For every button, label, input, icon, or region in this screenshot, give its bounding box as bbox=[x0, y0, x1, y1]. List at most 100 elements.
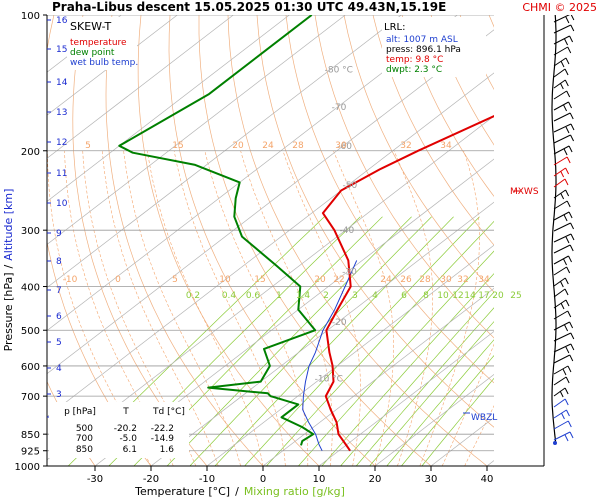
moist-adiabat-line bbox=[173, 150, 286, 466]
wind-barb-flag bbox=[562, 368, 567, 376]
wind-barb bbox=[553, 145, 570, 155]
wind-barb-flag bbox=[565, 57, 570, 65]
mixing-ratio-line bbox=[421, 377, 494, 466]
wind-barb bbox=[553, 178, 566, 188]
mixing-ratio-label: 1 bbox=[276, 291, 282, 301]
table-cell-pressure: 850 bbox=[76, 445, 93, 455]
moist-adiabat-label: 28 bbox=[292, 141, 304, 151]
isotherm-line bbox=[262, 287, 494, 466]
wind-barb-flag bbox=[569, 112, 574, 120]
wind-barb-flag bbox=[564, 38, 569, 46]
isotherm-line bbox=[47, 15, 346, 245]
wind-barb-flag bbox=[559, 82, 564, 90]
wind-barb bbox=[553, 343, 572, 353]
moist-adiabat-label: 34 bbox=[440, 141, 452, 151]
altitude-tick-label: 16 bbox=[56, 16, 68, 26]
isotherm-line bbox=[374, 374, 494, 466]
moist-adiabat-label: 34 bbox=[478, 275, 490, 285]
wind-barb bbox=[553, 332, 572, 342]
mixing-ratio-label: 8 bbox=[423, 291, 429, 301]
level-table: p [hPa] T Td [°C] 500 -20.2 -22.2 700 -5… bbox=[49, 402, 189, 458]
isotherm-line bbox=[47, 115, 494, 461]
altitude-tick-label: 15 bbox=[56, 45, 67, 55]
wind-barb-flag bbox=[567, 420, 572, 428]
pressure-tick-label: 600 bbox=[21, 362, 40, 373]
table-header-dewpoint: Td [°C] bbox=[152, 407, 185, 417]
wind-barb-flag bbox=[570, 343, 575, 351]
isotherm-label: -10 °C bbox=[315, 375, 343, 385]
wet-bulb-profile bbox=[302, 260, 358, 451]
x-axis-title-temperature: Temperature [°C] bbox=[134, 485, 230, 498]
wind-barb-flag bbox=[559, 280, 564, 288]
wind-barb-flag bbox=[564, 288, 569, 296]
wind-barb-flag bbox=[564, 79, 569, 87]
dry-adiabat-line bbox=[343, 15, 494, 293]
wind-barb-flag bbox=[567, 365, 572, 373]
altitude-tick-label: 6 bbox=[56, 312, 62, 322]
moist-adiabat-line bbox=[464, 405, 494, 466]
table-row: 500 -20.2 -22.2 bbox=[76, 424, 174, 434]
wind-barb-flag bbox=[563, 214, 568, 222]
wind-barb bbox=[553, 200, 568, 210]
mixing-ratio-label: 3 bbox=[352, 291, 358, 301]
surface-wind-marker bbox=[553, 441, 557, 445]
wind-barb bbox=[553, 156, 568, 166]
wind-barb-flag bbox=[565, 346, 570, 354]
pressure-tick-label: 700 bbox=[21, 392, 40, 403]
wind-barb-flag bbox=[564, 398, 569, 406]
wind-barb-flag bbox=[565, 189, 570, 197]
table-cell-dewpoint: -22.2 bbox=[151, 424, 174, 434]
moist-adiabat-label: 30 bbox=[335, 141, 347, 151]
isotherm-label: -50 bbox=[343, 181, 358, 191]
mixing-ratio-label: 2 bbox=[323, 291, 329, 301]
mixing-ratio-label: 25 bbox=[510, 291, 521, 301]
isotherm-label: -60 bbox=[337, 142, 352, 152]
wind-barb-flag bbox=[565, 126, 570, 134]
table-cell-temp: -20.2 bbox=[114, 424, 137, 434]
mixing-ratio-label: 0.2 bbox=[186, 291, 200, 301]
plot-labels: -80 °C-70-60-50-40-30-20-10 °C5 15 20 24 28 3… bbox=[63, 65, 522, 384]
isotherm-label: -20 bbox=[332, 318, 347, 328]
x-axis-title-mixing-ratio: Mixing ratio [g/kg] bbox=[244, 485, 345, 498]
isotherms bbox=[47, 15, 494, 466]
wind-barb-flag bbox=[569, 244, 574, 252]
table-cell-temp: 6.1 bbox=[123, 445, 137, 455]
isotherm-line bbox=[47, 72, 494, 418]
wind-barb-flag bbox=[559, 390, 564, 398]
moist-adiabat-label: 0 bbox=[115, 275, 121, 285]
isotherm-label: -30 bbox=[342, 267, 357, 277]
wind-barb-flag bbox=[566, 200, 571, 208]
temperature-tick-label: 10 bbox=[313, 474, 326, 485]
moist-adiabat-label: 32 bbox=[457, 275, 468, 285]
wind-barb bbox=[553, 244, 571, 254]
altitude-tick-label: 12 bbox=[56, 138, 67, 148]
pressure-tick-label: 200 bbox=[21, 147, 40, 158]
temperature-profile bbox=[321, 115, 494, 452]
temperature-tick-label: 0 bbox=[260, 474, 266, 485]
wind-barb-flag bbox=[564, 324, 569, 332]
wind-barb-flag bbox=[565, 167, 570, 175]
moist-adiabat-label: 20 bbox=[314, 275, 326, 285]
wind-barb-flag bbox=[567, 310, 572, 318]
isotherm-line bbox=[47, 15, 234, 159]
table-row: 850 6.1 1.6 bbox=[76, 445, 174, 455]
wind-barb bbox=[553, 365, 569, 375]
wind-barb-flag bbox=[563, 104, 568, 112]
pressure-tick-label: 850 bbox=[21, 430, 40, 441]
legend-temperature: temperature bbox=[70, 38, 127, 48]
wind-barb bbox=[553, 101, 569, 111]
wind-barb bbox=[553, 211, 570, 221]
wind-barb-flag bbox=[565, 376, 570, 384]
wind-barb-flag bbox=[560, 170, 565, 178]
wind-barb-flag bbox=[565, 409, 570, 417]
legend-box bbox=[67, 17, 137, 70]
mixing-ratio-label: 10 bbox=[437, 291, 449, 301]
moist-adiabat-label: 24 bbox=[262, 141, 274, 151]
lrl-title: LRL: bbox=[384, 22, 405, 33]
mixing-ratio-label: 0.6 bbox=[246, 291, 261, 301]
table-cell-dewpoint: 1.6 bbox=[160, 445, 175, 455]
wind-barb-flag bbox=[569, 35, 574, 43]
mixing-ratio-label: 1.4 bbox=[296, 291, 311, 301]
isotherm-line bbox=[94, 158, 494, 466]
